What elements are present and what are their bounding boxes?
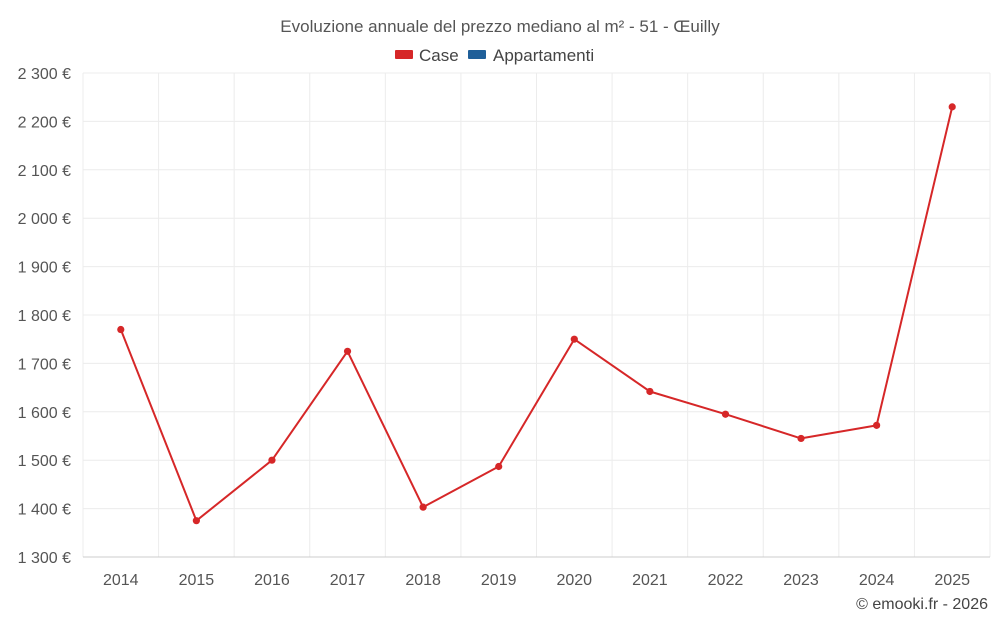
legend-item-appartamenti[interactable]: Appartamenti — [468, 46, 594, 65]
x-tick-label: 2014 — [103, 572, 139, 589]
legend-label-appartamenti: Appartamenti — [493, 46, 594, 65]
y-tick-label: 1 900 € — [18, 260, 71, 277]
x-tick-label: 2025 — [934, 572, 970, 589]
chart-title: Evoluzione annuale del prezzo mediano al… — [280, 17, 720, 36]
data-point[interactable] — [117, 325, 125, 334]
y-tick-label: 1 400 € — [18, 502, 71, 519]
x-tick-label: 2018 — [405, 572, 441, 589]
y-tick-label: 1 300 € — [18, 550, 71, 567]
x-tick-label: 2024 — [859, 572, 895, 589]
data-point[interactable] — [495, 462, 503, 471]
x-tick-label: 2015 — [179, 572, 215, 589]
data-point[interactable] — [570, 335, 578, 343]
y-axis-labels: 1 300 € 1 400 € 1 500 € 1 600 € 1 700 € 1 800… — [18, 66, 71, 567]
x-axis-labels: 2014 2015 2016 2017 2018 2019 2020 2021 2022 2023… — [103, 572, 970, 589]
y-tick-label: 1 500 € — [18, 453, 71, 470]
series-line-case — [119, 106, 954, 522]
x-tick-label: 2019 — [481, 572, 517, 589]
y-tick-label: 1 700 € — [18, 356, 71, 373]
data-point[interactable] — [646, 387, 654, 396]
y-tick-label: 1 600 € — [18, 405, 71, 422]
y-tick-label: 2 100 € — [18, 163, 71, 180]
legend-swatch-appartamenti — [468, 50, 486, 59]
data-point[interactable] — [797, 434, 805, 443]
x-tick-label: 2021 — [632, 572, 668, 589]
legend-item-case[interactable]: Case — [395, 46, 459, 65]
data-point[interactable] — [873, 421, 881, 429]
data-point[interactable] — [268, 456, 276, 464]
y-tick-label: 1 800 € — [18, 308, 71, 325]
data-point[interactable] — [192, 517, 200, 525]
x-gridlines — [82, 73, 991, 557]
legend-swatch-case — [395, 50, 413, 59]
y-tick-label: 2 000 € — [18, 211, 71, 228]
data-point[interactable] — [721, 410, 730, 418]
legend: Case Appartamenti — [395, 46, 594, 65]
x-tick-label: 2020 — [556, 572, 592, 589]
data-point[interactable] — [419, 503, 427, 511]
x-tick-label: 2023 — [783, 572, 819, 589]
x-tick-label: 2016 — [254, 572, 290, 589]
data-point[interactable] — [343, 347, 352, 355]
legend-label-case: Case — [419, 46, 459, 65]
y-tick-label: 2 200 € — [18, 114, 71, 131]
x-tick-label: 2017 — [330, 572, 366, 589]
series-layer — [117, 103, 956, 525]
x-tick-label: 2022 — [708, 572, 744, 589]
data-point[interactable] — [948, 103, 956, 111]
y-tick-label: 2 300 € — [18, 66, 71, 83]
credit: © emooki.fr - 2026 — [856, 596, 988, 613]
